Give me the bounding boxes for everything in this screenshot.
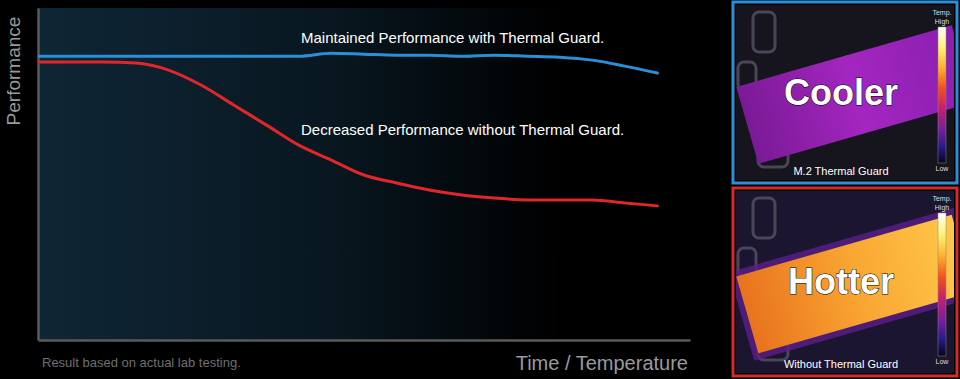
- note: Result based on actual lab testing.: [42, 355, 241, 370]
- panel-border: [733, 188, 957, 376]
- thermal-panel: Temp.High Low Hotter Without Thermal Guard: [729, 188, 960, 376]
- chart: Maintained Performance with Thermal Guar…: [0, 0, 960, 379]
- panel-caption: M.2 Thermal Guard: [793, 165, 888, 177]
- y-axis: [38, 9, 39, 341]
- panel-caption: Without Thermal Guard: [784, 358, 898, 370]
- board-detail: [753, 12, 775, 52]
- y-axis-title: Performance: [3, 17, 24, 126]
- axis-line: [39, 339, 691, 342]
- panel-label: Hotter: [788, 261, 894, 302]
- thermal-panel: Temp.High Low Cooler M.2 Thermal Guard: [733, 2, 960, 183]
- thermal-image: [736, 191, 954, 373]
- x-axis: [39, 340, 691, 341]
- plot-background: [38, 8, 690, 340]
- scale-high: High: [935, 18, 950, 26]
- thermal-image: [736, 5, 954, 180]
- scale-low: Low: [936, 165, 950, 172]
- temperature-scale: [938, 27, 946, 163]
- m2-module: [736, 215, 954, 354]
- temperature-scale: [938, 213, 946, 356]
- scale-title: Temp.: [932, 9, 951, 17]
- series-label: Decreased Performance without Thermal Gu…: [301, 121, 624, 138]
- axis-line: [37, 9, 40, 341]
- panel-label: Cooler: [784, 72, 898, 113]
- scale-title: Temp.: [932, 195, 951, 203]
- heat-glow: [736, 207, 954, 360]
- series-line: [38, 62, 657, 206]
- scale-low: Low: [936, 358, 950, 365]
- m2-module: [736, 25, 954, 164]
- board-detail: [753, 198, 775, 238]
- series-label: Maintained Performance with Thermal Guar…: [301, 29, 604, 46]
- panel-border: [733, 2, 957, 183]
- plot-area: [38, 53, 657, 206]
- scale-high: High: [935, 204, 950, 212]
- x-axis-title: Time / Temperature: [516, 352, 688, 374]
